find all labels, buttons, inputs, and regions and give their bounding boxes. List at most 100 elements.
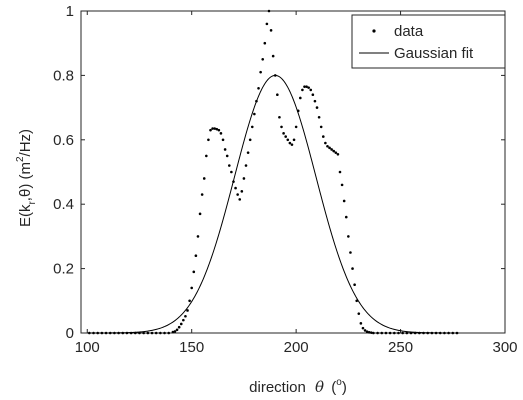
y-tick-label: 0.8 [53, 67, 74, 84]
data-point [196, 235, 200, 238]
y-axis-label-suffix: /Hz) [17, 129, 34, 157]
data-point [290, 143, 294, 146]
data-point [388, 331, 392, 335]
data-point [372, 331, 375, 335]
data-point [234, 186, 237, 190]
data-point [271, 54, 275, 58]
data-point [230, 170, 233, 174]
y-axis-label-sup: 2 [15, 156, 26, 162]
legend-label-gaussian-fit: Gaussian fit [394, 45, 474, 62]
data-point [315, 106, 319, 109]
data-point [405, 331, 409, 335]
data-point [215, 127, 219, 131]
plot-area: 100 150 200 250 300 0 0.2 0.4 0.6 0.8 1 [53, 3, 517, 356]
data-point [267, 9, 271, 13]
data-point [309, 88, 313, 92]
legend-label-data: data [394, 23, 424, 40]
data-point [280, 125, 283, 129]
data-point [205, 154, 208, 158]
y-tick-label: 1 [66, 3, 74, 20]
legend-marker-data [372, 29, 376, 33]
data-point [238, 198, 242, 201]
data-point [384, 331, 388, 335]
data-point [209, 128, 212, 132]
data-point [393, 331, 396, 335]
data-point [159, 331, 162, 335]
data-point [263, 41, 267, 45]
data-point [278, 115, 281, 119]
data-point [225, 154, 229, 158]
data-point [313, 99, 317, 103]
data-point [361, 326, 365, 330]
data-point [217, 128, 221, 132]
data-point [202, 177, 206, 180]
y-axis-label: E(kr,θ) (m2/Hz) [15, 129, 38, 227]
data-point [344, 215, 348, 219]
data-point [332, 149, 336, 153]
x-axis-label-unit-open: ( [331, 379, 336, 396]
data-point [328, 146, 331, 150]
data-point [227, 164, 231, 167]
y-tick-label: 0.4 [53, 196, 74, 213]
data-point [184, 314, 187, 318]
y-axis-label-sub: r [27, 201, 38, 205]
data-point [257, 86, 260, 90]
data-point [349, 251, 352, 254]
data-point [253, 112, 256, 116]
data-point [198, 212, 202, 216]
data-point [221, 138, 225, 142]
data-point [292, 138, 296, 142]
data-point [311, 93, 315, 97]
data-point [286, 138, 290, 142]
data-point [357, 312, 361, 315]
data-point [307, 86, 310, 89]
data-point [326, 144, 329, 148]
legend-box [351, 14, 506, 69]
data-point [269, 29, 273, 32]
series-layer [87, 9, 460, 335]
legend: data Gaussian fit [351, 14, 506, 69]
data-point [380, 331, 384, 335]
data-point [276, 93, 279, 97]
data-point [282, 132, 285, 135]
data-point [242, 177, 246, 180]
data-point [261, 58, 265, 61]
x-tick-label: 250 [388, 339, 413, 356]
data-point [200, 193, 204, 196]
data-point [353, 283, 356, 287]
data-point [321, 135, 325, 138]
data-point [317, 115, 321, 119]
data-point [188, 299, 191, 303]
data-point [401, 331, 404, 335]
data-point [259, 70, 262, 74]
data-point [248, 138, 252, 142]
x-axis-label-unit-close: ) [342, 379, 347, 396]
data-point [351, 267, 354, 270]
data-point [192, 270, 196, 274]
y-axis-label-prefix: E(k [17, 204, 34, 227]
y-axis-label-mid: ,θ) (m [17, 162, 34, 201]
data-point [397, 331, 400, 335]
data-point [211, 127, 214, 130]
data-point [244, 164, 248, 167]
x-axis-label-text: direction [249, 379, 306, 396]
data-point [219, 132, 223, 135]
gaussian-fit-line [87, 74, 460, 334]
data-point [142, 331, 145, 335]
data-point [171, 330, 175, 334]
x-axis-label: direction θ (o) [249, 377, 347, 396]
data-point [182, 318, 185, 322]
data-point [154, 331, 158, 335]
data-point [179, 322, 183, 326]
data-point [246, 151, 250, 154]
data-point [265, 22, 269, 26]
data-point [319, 125, 323, 129]
data-point [190, 286, 193, 290]
data-point [213, 127, 216, 130]
x-tick-label: 300 [492, 339, 517, 356]
axes-box [80, 10, 506, 334]
data-point [288, 141, 292, 145]
data-point [173, 330, 177, 333]
data-point [336, 152, 340, 156]
